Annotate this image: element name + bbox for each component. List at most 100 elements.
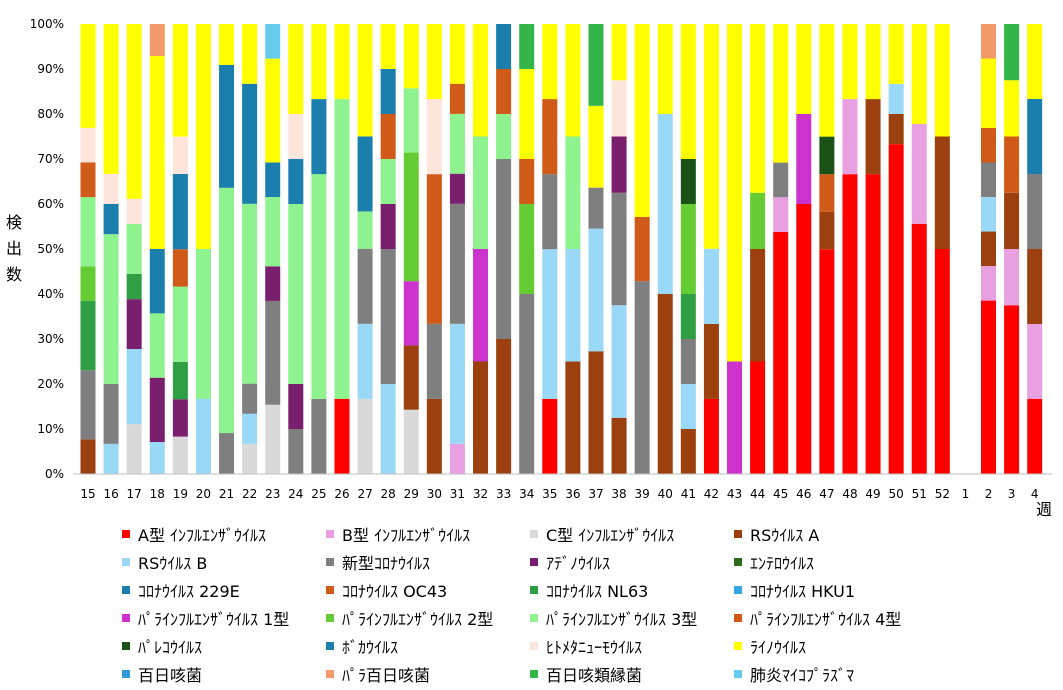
- bar-segment: [195, 24, 211, 249]
- bar-segment: [588, 105, 604, 188]
- bar-segment: [357, 323, 373, 399]
- x-tick-label: 24: [288, 487, 303, 501]
- bar-segment: [634, 281, 650, 474]
- legend-swatch: [530, 670, 538, 678]
- x-tick-label: 39: [635, 487, 650, 501]
- x-tick-label: 20: [196, 487, 211, 501]
- y-tick-label: 20%: [37, 377, 64, 391]
- legend-label: RSｳｲﾙｽ B: [138, 554, 208, 573]
- bar-segment: [288, 384, 304, 429]
- bar-segment: [242, 24, 258, 84]
- bar-segment: [703, 248, 719, 324]
- bar-segment: [103, 234, 119, 384]
- legend-swatch: [122, 670, 130, 678]
- x-tick-label: 25: [311, 487, 326, 501]
- bar-segment: [449, 83, 465, 114]
- bar-segment: [288, 24, 304, 114]
- legend-item: ｴﾝﾃﾛｳｲﾙｽ: [734, 548, 814, 576]
- bar-segment: [611, 192, 627, 306]
- legend-item: ﾗｲﾉｳｲﾙｽ: [734, 632, 806, 660]
- x-tick-label: 48: [842, 487, 857, 501]
- legend-swatch: [530, 614, 538, 622]
- legend-item: ﾊﾟﾗ百日咳菌: [326, 660, 430, 688]
- bar-segment: [542, 398, 558, 474]
- bar-segment: [1004, 192, 1020, 249]
- bar-segment: [265, 197, 281, 267]
- bar-segment: [357, 248, 373, 324]
- bar-segment: [981, 300, 997, 474]
- bar-segment: [242, 83, 258, 204]
- bar-segment: [542, 174, 558, 250]
- bar-segment: [888, 24, 904, 84]
- bar-segment: [195, 398, 211, 474]
- bar-segment: [1027, 249, 1043, 324]
- x-tick-label: 30: [427, 487, 442, 501]
- legend-label: ﾋﾄﾒﾀﾆｭｰﾓｳｲﾙｽ: [546, 638, 643, 657]
- y-tick-label: 30%: [37, 332, 64, 346]
- bar-segment: [981, 24, 997, 59]
- bar-segment: [403, 409, 419, 474]
- bar-segment: [519, 24, 535, 69]
- x-tick-label: 22: [242, 487, 257, 501]
- bar-segment: [380, 204, 396, 249]
- y-tick-label: 60%: [37, 197, 64, 211]
- x-axis-ticks: 15 16 17 18 19 20 21 22 23 24 25 26 27 28 29 30 31 32 33 34…: [80, 487, 1038, 501]
- bar-segment: [265, 266, 281, 301]
- bar-segment: [334, 398, 350, 474]
- bar-segment: [773, 24, 789, 163]
- bar-segment: [888, 83, 904, 114]
- x-tick-label: 47: [819, 487, 834, 501]
- bars: [80, 24, 1043, 475]
- bar-segment: [588, 24, 604, 106]
- bar-segment: [288, 429, 304, 474]
- legend-label: 新型ｺﾛﾅｳｲﾙｽ: [342, 554, 431, 573]
- y-axis-label-char: 数: [6, 265, 22, 284]
- bar-segment: [934, 249, 950, 474]
- bar-segment: [1004, 24, 1020, 81]
- x-tick-label: 36: [565, 487, 580, 501]
- x-tick-label: 43: [727, 487, 742, 501]
- bar-segment: [242, 203, 258, 384]
- bar-segment: [703, 323, 719, 399]
- bar-segment: [311, 24, 327, 100]
- legend-label: ﾊﾟﾗ百日咳菌: [342, 666, 431, 685]
- bar-segment: [149, 442, 165, 474]
- bar-segment: [288, 204, 304, 384]
- bar-segment: [265, 300, 281, 405]
- x-tick-label: 18: [150, 487, 165, 501]
- legend-item: B型 ｲﾝﾌﾙｴﾝｻﾞｳｲﾙｽ: [326, 520, 470, 548]
- bar-segment: [565, 249, 581, 362]
- bar-segment: [80, 300, 96, 371]
- bar-segment: [981, 266, 997, 301]
- legend-swatch: [530, 586, 538, 594]
- bar-segment: [819, 249, 835, 474]
- x-tick-label: 26: [334, 487, 349, 501]
- bar-segment: [680, 384, 696, 429]
- bar-segment: [750, 192, 766, 249]
- legend-item: ｺﾛﾅｳｲﾙｽ HKU1: [734, 576, 855, 604]
- bar-segment: [449, 173, 465, 204]
- legend-item: ｺﾛﾅｳｲﾙｽ OC43: [326, 576, 447, 604]
- legend-label: ﾊﾟﾗｲﾝﾌﾙｴﾝｻﾞｳｲﾙｽ 4型: [750, 610, 902, 629]
- y-tick-label: 70%: [37, 152, 64, 166]
- x-tick-label: 49: [865, 487, 880, 501]
- bar-segment: [519, 69, 535, 159]
- bar-segment: [426, 398, 442, 474]
- x-tick-label: 44: [750, 487, 765, 501]
- bar-segment: [981, 231, 997, 267]
- bar-segment: [80, 370, 96, 440]
- bar-segment: [865, 24, 881, 100]
- stacked-bar-chart: 検出数 0%10%20%30%40%50%60%70%80%90%100% 15…: [6, 17, 1052, 519]
- x-tick-label: 19: [173, 487, 188, 501]
- legend-label: RSｳｲﾙｽ A: [750, 526, 820, 545]
- x-tick-label: 38: [611, 487, 626, 501]
- legend-item: ｺﾛﾅｳｲﾙｽ NL63: [530, 576, 648, 604]
- x-tick-label: 17: [127, 487, 142, 501]
- bar-segment: [380, 384, 396, 474]
- bar-segment: [680, 339, 696, 384]
- bar-segment: [149, 55, 165, 250]
- bar-segment: [796, 24, 812, 114]
- legend-swatch: [734, 670, 742, 678]
- legend-label: ﾊﾟﾚｺｳｲﾙｽ: [138, 638, 203, 657]
- legend-label: ｺﾛﾅｳｲﾙｽ 229E: [138, 582, 240, 601]
